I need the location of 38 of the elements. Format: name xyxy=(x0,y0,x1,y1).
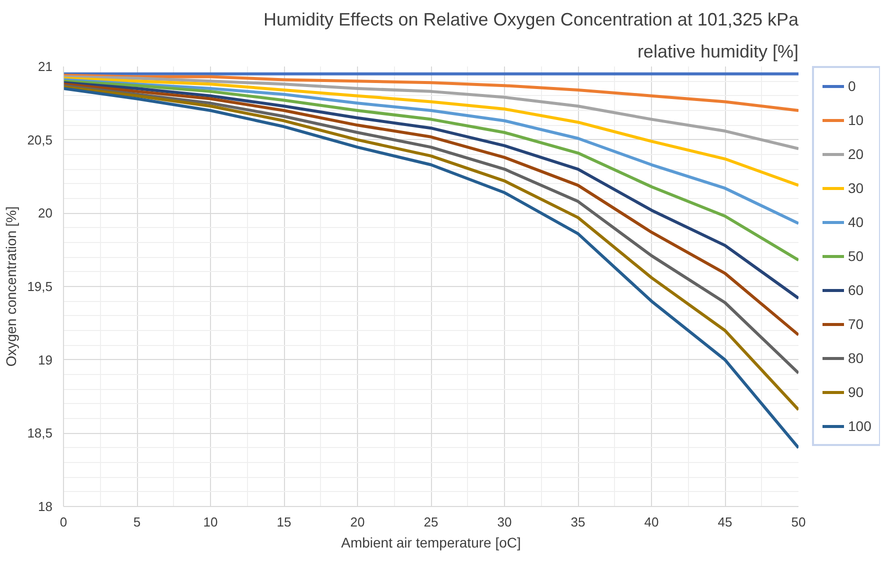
legend-label: 0 xyxy=(848,78,857,94)
y-tick-label: 21 xyxy=(38,59,53,74)
legend-label: 90 xyxy=(848,384,865,400)
legend-label: 70 xyxy=(848,316,865,332)
y-tick-label: 19 xyxy=(38,352,53,368)
y-tick-label: 18,5 xyxy=(27,426,53,441)
legend-label: 60 xyxy=(848,282,865,298)
x-tick-label: 45 xyxy=(718,514,732,530)
chart-title: Humidity Effects on Relative Oxygen Concentration at 101,325 kPa xyxy=(264,10,800,30)
x-tick-label: 40 xyxy=(644,514,659,530)
legend-title: relative humidity [%] xyxy=(637,42,799,62)
line-series xyxy=(64,75,798,150)
legend-label: 30 xyxy=(848,180,865,196)
x-tick-label: 15 xyxy=(276,514,292,530)
line-series xyxy=(64,80,798,262)
legend-label: 20 xyxy=(848,146,865,162)
legend-label: 100 xyxy=(848,418,872,434)
line-series xyxy=(64,78,798,225)
line-series xyxy=(64,76,798,187)
x-tick-label: 0 xyxy=(60,514,68,530)
x-tick-label: 30 xyxy=(497,514,512,530)
y-tick-label: 18 xyxy=(38,499,53,514)
x-tick-label: 35 xyxy=(570,514,586,530)
legend-label: 10 xyxy=(848,112,865,128)
legend-label: 50 xyxy=(848,248,865,264)
legend-label: 80 xyxy=(848,350,865,366)
y-tick-label: 20 xyxy=(38,206,53,221)
line-series xyxy=(64,74,798,112)
x-tick-label: 50 xyxy=(791,514,806,530)
y-tick-label: 20,5 xyxy=(27,132,53,148)
x-tick-label: 10 xyxy=(203,514,218,530)
y-axis-title: Oxygen concentration [%] xyxy=(3,206,20,367)
x-axis-title: Ambient air temperature [oC] xyxy=(341,534,521,550)
y-tick-label: 19,5 xyxy=(27,279,53,294)
x-tick-label: 25 xyxy=(424,514,438,530)
x-tick-label: 20 xyxy=(350,514,365,530)
x-tick-label: 5 xyxy=(133,514,141,530)
legend-label: 40 xyxy=(848,214,865,230)
